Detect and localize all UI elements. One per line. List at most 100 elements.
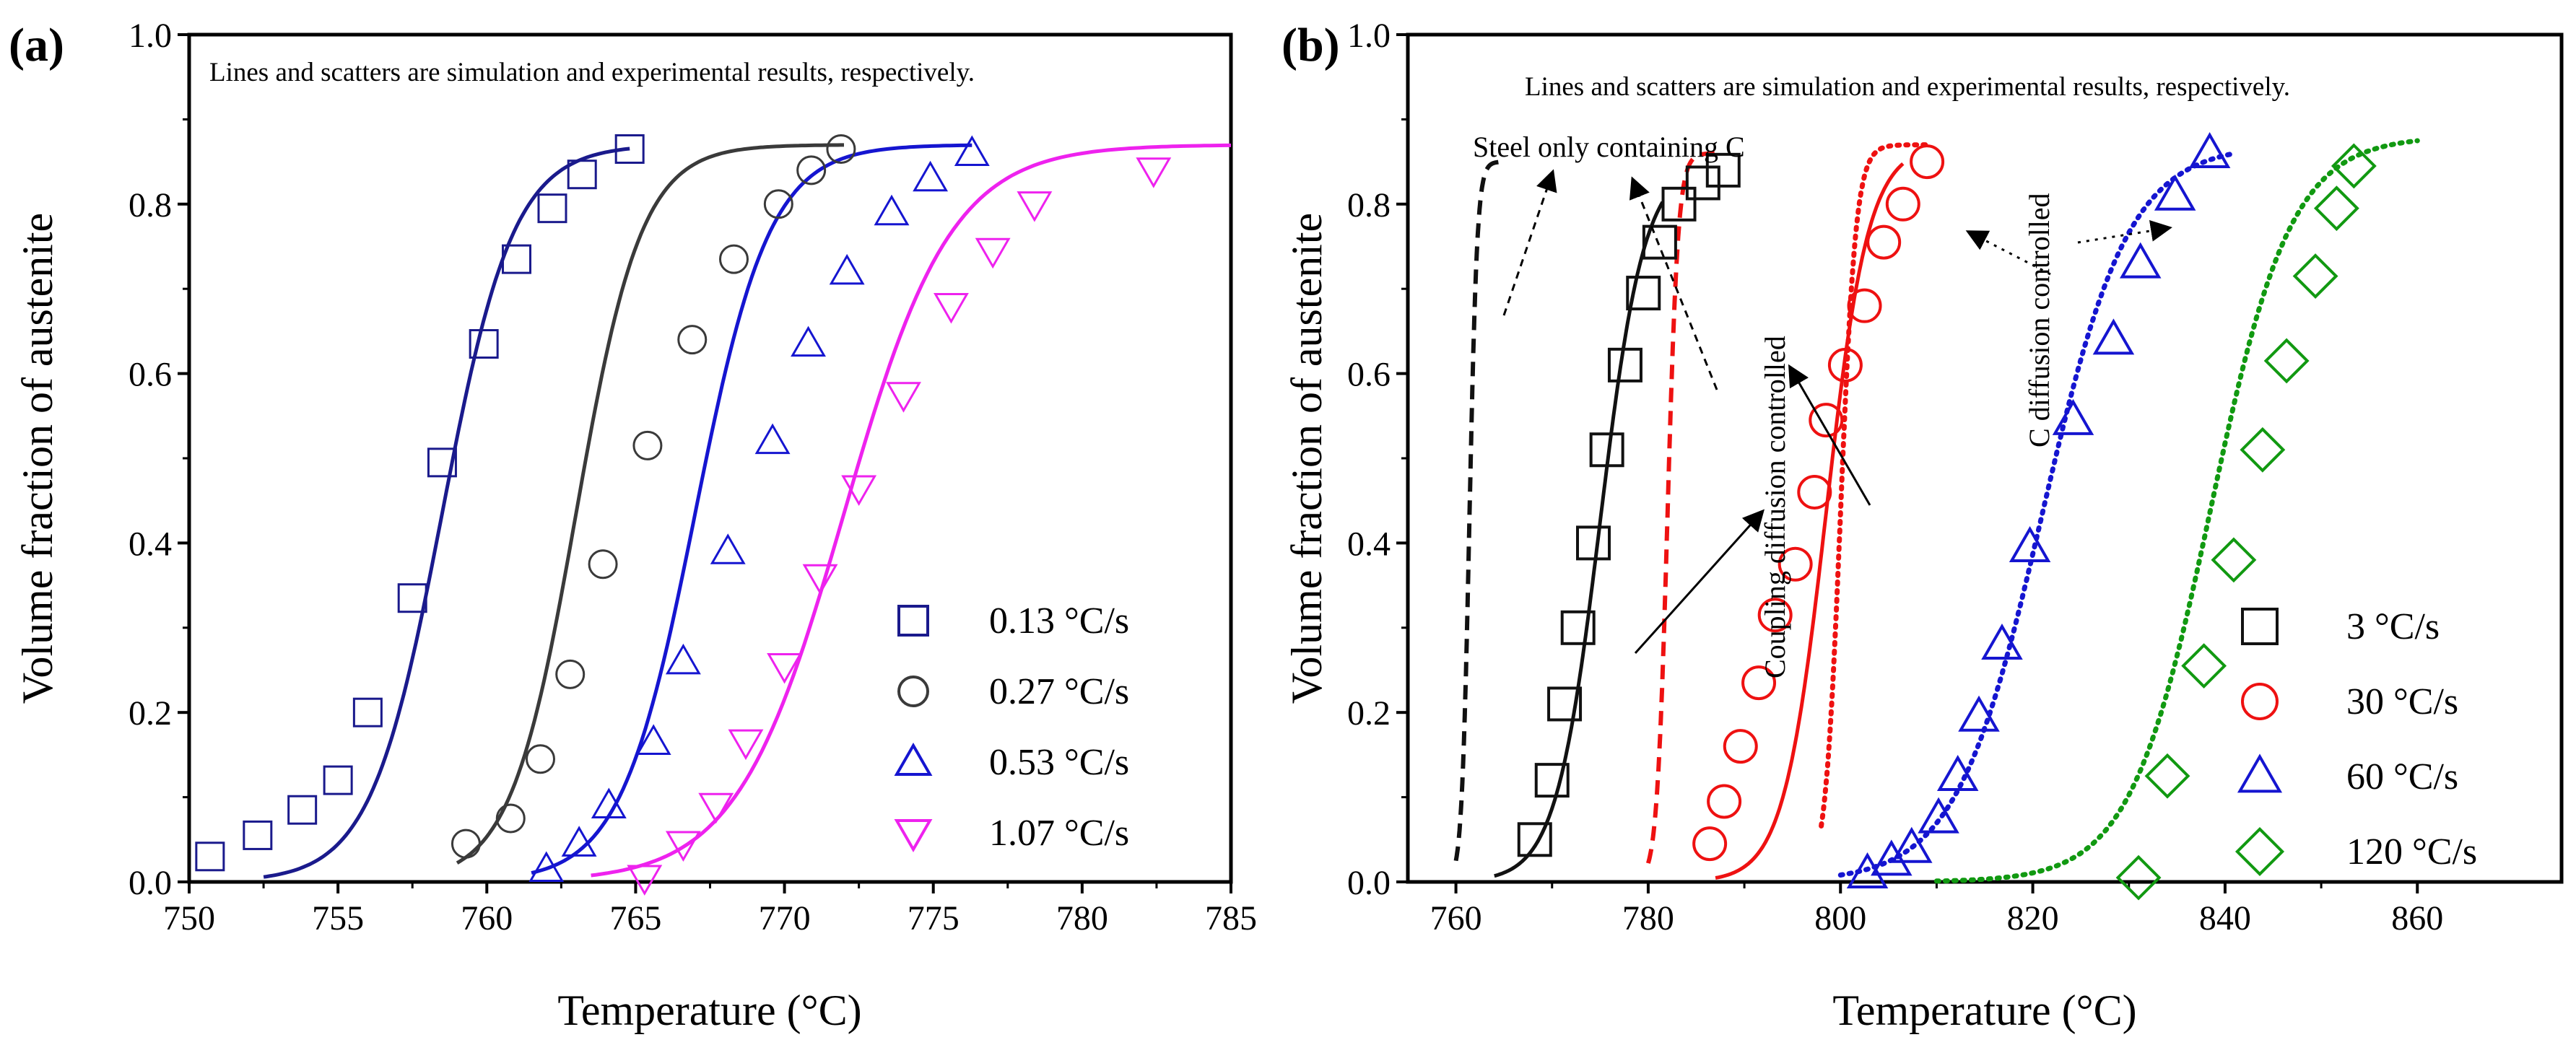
data-point [1723, 729, 1758, 764]
data-point [1707, 784, 1742, 819]
data-point [826, 134, 856, 164]
x-tick-label: 800 [1814, 899, 1866, 937]
panel-label-b: (b) [1282, 19, 1340, 71]
data-point [427, 447, 457, 478]
data-point [1871, 839, 1913, 876]
data-point [1777, 546, 1813, 582]
x-axis-label-a: Temperature (°C) [557, 987, 861, 1034]
data-point [243, 820, 273, 850]
data-point [588, 549, 618, 580]
annotation-a: Lines and scatters are simulation and ex… [209, 58, 975, 87]
x-tick-label: 770 [759, 899, 811, 937]
x-tick-label: 780 [1056, 899, 1108, 937]
legend-marker [894, 819, 933, 853]
simulation-curve-dotted [1837, 151, 2237, 878]
label-coupling-diffusion: Coupling diffusion controlled [1759, 336, 1791, 678]
data-point [567, 159, 597, 190]
annotation-arrows-b [1502, 169, 2172, 655]
data-point [767, 652, 803, 684]
x-tick-label: 765 [609, 899, 661, 937]
data-point [841, 475, 877, 506]
data-point [802, 564, 838, 595]
data-point [886, 382, 921, 413]
x-tick-label: 860 [2391, 899, 2443, 937]
data-point [2144, 753, 2190, 799]
data-point [614, 134, 645, 164]
data-point [632, 430, 663, 460]
data-point [323, 765, 353, 795]
legend-label: 0.53 °C/s [989, 742, 1129, 783]
legend-label: 60 °C/s [2346, 756, 2458, 797]
data-point [2181, 643, 2227, 689]
data-point [2009, 525, 2051, 562]
legend-label: 0.27 °C/s [989, 671, 1129, 712]
data-point [451, 829, 481, 859]
simulation-curve-dotted [1819, 142, 1930, 829]
data-point [1981, 623, 2023, 660]
label-steel-only-c: Steel only containing C [1473, 131, 1745, 163]
data-point [2154, 174, 2196, 211]
legend-b: 3 °C/s 30 °C/s 60 °C/s 120 °C/s [2235, 606, 2477, 877]
y-tick-label: 1.0 [129, 17, 172, 55]
data-point [1607, 347, 1642, 382]
x-tick-label: 840 [2199, 899, 2251, 937]
simulation-curve [591, 143, 1231, 878]
data-point [1017, 191, 1053, 222]
data-point [1910, 144, 1945, 180]
y-tick-label: 0.8 [1347, 186, 1391, 224]
legend-marker [2241, 683, 2279, 720]
y-tick-label: 0.2 [1347, 694, 1391, 733]
legend-marker [2235, 826, 2285, 877]
data-point [710, 533, 746, 564]
data-point [1827, 347, 1863, 382]
data-point [2263, 338, 2310, 384]
annotation-arrow [2077, 219, 2172, 244]
y-tick-label: 0.8 [129, 186, 172, 224]
data-point [1891, 826, 1933, 863]
data-point [555, 659, 586, 689]
data-point [528, 851, 565, 883]
data-point [1936, 754, 1979, 791]
annotation-arrow [1788, 364, 1871, 506]
x-tick-label: 760 [1430, 899, 1482, 937]
legend-marker [2237, 753, 2283, 793]
x-tick-label: 785 [1205, 899, 1257, 937]
data-point [1589, 432, 1624, 468]
data-point [1626, 276, 1661, 311]
data-point [2240, 427, 2286, 473]
data-point [1534, 763, 1570, 798]
legend-label: 3 °C/s [2346, 606, 2440, 647]
data-point [469, 329, 499, 359]
y-axis-label-b: Volume fraction of austenite [1283, 213, 1331, 704]
y-tick-label: 0.6 [129, 356, 172, 394]
x-tick-label: 775 [908, 899, 960, 937]
data-point [1958, 695, 2000, 732]
legend-label: 0.13 °C/s [989, 600, 1129, 642]
data-point [2115, 854, 2162, 901]
data-point [677, 325, 708, 355]
y-tick-label: 0.0 [129, 864, 172, 902]
data-point [287, 795, 318, 825]
data-point [2092, 318, 2135, 355]
legend-label: 30 °C/s [2346, 681, 2458, 722]
data-point [754, 423, 791, 455]
legend-label: 120 °C/s [2346, 831, 2477, 873]
simulation-curves-b [1453, 138, 2420, 884]
legend-marker [894, 742, 933, 776]
experimental-points-a [195, 134, 1172, 896]
data-point [2119, 242, 2162, 279]
data-point [874, 194, 910, 226]
x-tick-label: 755 [312, 899, 364, 937]
annotation-b: Lines and scatters are simulation and ex… [1525, 72, 2290, 102]
data-point [352, 697, 383, 727]
y-tick-label: 0.6 [1347, 356, 1391, 394]
data-point [2211, 537, 2257, 583]
data-point [1685, 165, 1720, 201]
data-point [1918, 797, 1959, 834]
annotation-arrow [1634, 509, 1765, 655]
data-point [1642, 224, 1677, 260]
legend-marker [897, 605, 929, 637]
data-point [537, 193, 567, 224]
chart-panel-a: (a) Lines and scatters are simulation an… [9, 17, 1257, 1034]
